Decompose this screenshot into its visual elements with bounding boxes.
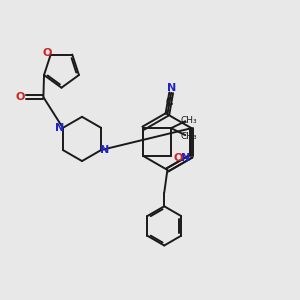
Text: N: N (181, 153, 190, 163)
Text: CH₃: CH₃ (180, 132, 197, 141)
Text: O: O (173, 153, 183, 163)
Text: C: C (165, 97, 173, 107)
Text: CH₃: CH₃ (180, 116, 197, 125)
Text: N: N (100, 145, 109, 155)
Text: N: N (55, 123, 64, 133)
Text: N: N (167, 83, 176, 93)
Text: O: O (42, 48, 52, 58)
Text: O: O (16, 92, 25, 102)
